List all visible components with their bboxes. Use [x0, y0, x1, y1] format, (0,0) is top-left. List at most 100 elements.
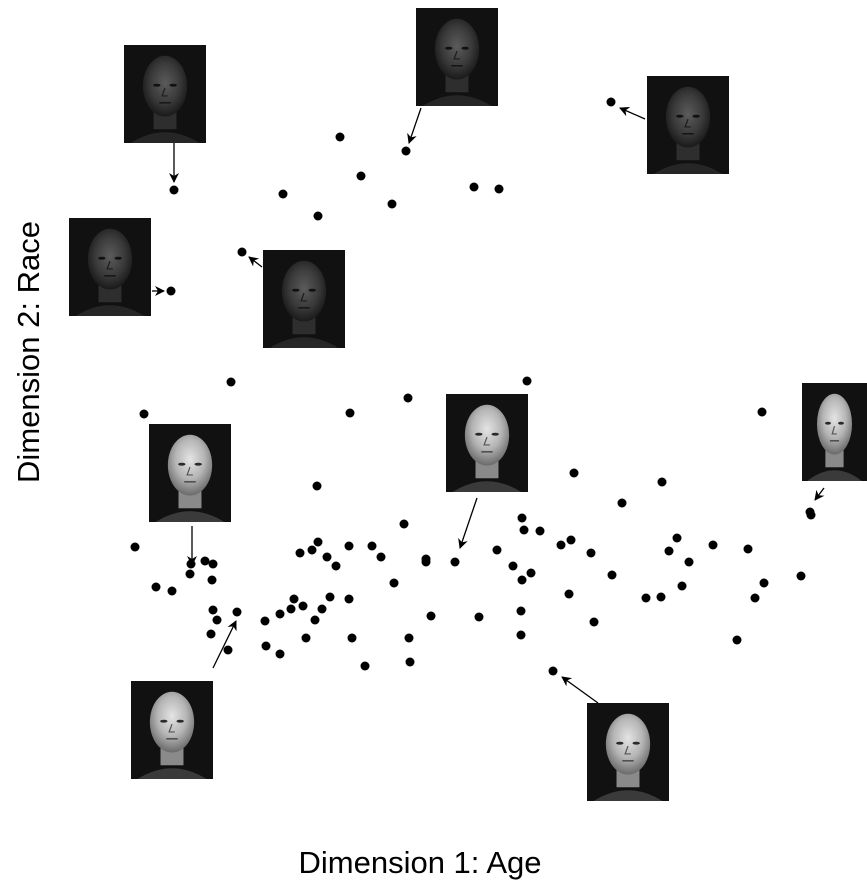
data-point-26 [167, 586, 177, 596]
data-point-23 [208, 559, 218, 569]
data-point-64 [508, 561, 518, 571]
face-light-older-man-right [802, 383, 867, 501]
data-point-46 [275, 609, 285, 619]
data-point-77 [564, 589, 574, 599]
data-point-80 [617, 498, 627, 508]
face-light-young-man [149, 424, 231, 566]
data-point-54 [261, 641, 271, 651]
face-light-young-man-lower-arrow [212, 620, 237, 669]
data-point-25 [151, 582, 161, 592]
face-light-man-mustache [446, 394, 528, 549]
data-point-76 [586, 548, 596, 558]
data-point-60 [405, 657, 415, 667]
data-point-44 [450, 557, 460, 567]
data-point-57 [347, 633, 357, 643]
data-point-40 [399, 519, 409, 529]
data-point-70 [516, 606, 526, 616]
data-point-18 [312, 481, 322, 491]
data-point-72 [548, 666, 558, 676]
data-point-87 [677, 581, 687, 591]
data-point-75 [569, 468, 579, 478]
data-point-32 [295, 548, 305, 558]
data-point-37 [344, 541, 354, 551]
data-point-6 [278, 189, 288, 199]
data-point-41 [389, 578, 399, 588]
data-point-11 [237, 247, 247, 257]
data-point-12 [226, 377, 236, 387]
data-point-21 [185, 569, 195, 579]
face-light-older-man-lower-arrow [561, 676, 599, 704]
face-dark-middle-aged-man-arrow [407, 107, 422, 144]
data-point-85 [672, 533, 682, 543]
data-point-79 [607, 570, 617, 580]
data-point-71 [516, 630, 526, 640]
data-point-13 [139, 409, 149, 419]
data-point-27 [208, 605, 218, 615]
data-point-89 [743, 544, 753, 554]
data-point-38 [367, 541, 377, 551]
data-point-39 [376, 552, 386, 562]
data-point-61 [426, 611, 436, 621]
face-light-young-man-lower [131, 620, 237, 779]
data-point-29 [212, 615, 222, 625]
face-dark-bald-man [248, 250, 345, 348]
data-point-68 [526, 568, 536, 578]
face-dark-young-man [124, 45, 206, 183]
data-point-73 [556, 540, 566, 550]
data-point-45 [260, 616, 270, 626]
data-point-69 [517, 575, 527, 585]
data-point-65 [517, 513, 527, 523]
data-point-34 [313, 537, 323, 547]
data-point-47 [286, 604, 296, 614]
data-point-91 [759, 578, 769, 588]
data-point-30 [206, 629, 216, 639]
data-point-62 [474, 612, 484, 622]
data-point-7 [313, 211, 323, 221]
data-point-3 [401, 146, 411, 156]
data-point-43 [421, 557, 431, 567]
data-point-36 [331, 561, 341, 571]
data-point-1 [166, 286, 176, 296]
x-axis-label: Dimension 1: Age [299, 845, 542, 880]
data-point-86 [684, 557, 694, 567]
data-point-63 [492, 545, 502, 555]
data-point-9 [494, 184, 504, 194]
data-point-67 [535, 526, 545, 536]
face-dark-older-man [619, 76, 729, 174]
data-point-81 [641, 593, 651, 603]
data-point-10 [606, 97, 616, 107]
data-point-52 [325, 592, 335, 602]
data-point-55 [275, 649, 285, 659]
data-point-83 [657, 477, 667, 487]
data-point-31 [223, 645, 233, 655]
data-point-84 [664, 546, 674, 556]
face-dark-middle-aged-man [407, 8, 498, 144]
data-point-8 [469, 182, 479, 192]
data-point-51 [317, 604, 327, 614]
face-annotations [69, 8, 867, 801]
face-light-man-mustache-arrow [458, 497, 478, 549]
data-point-28 [232, 607, 242, 617]
data-point-92 [732, 635, 742, 645]
y-axis-label: Dimension 2: Race [11, 221, 46, 483]
data-point-49 [298, 601, 308, 611]
data-point-24 [207, 575, 217, 585]
data-point-74 [566, 535, 576, 545]
data-point-48 [289, 594, 299, 604]
data-point-50 [310, 615, 320, 625]
data-point-22 [200, 556, 210, 566]
face-light-older-man-right-arrow [814, 487, 825, 501]
face-dark-man-left [69, 218, 165, 316]
data-point-35 [322, 552, 332, 562]
data-point-56 [301, 633, 311, 643]
data-point-59 [404, 633, 414, 643]
face-light-older-man-lower [561, 676, 669, 801]
data-point-0 [169, 185, 179, 195]
data-point-2 [335, 132, 345, 142]
face-dark-bald-man-arrow [248, 256, 263, 268]
data-point-17 [757, 407, 767, 417]
data-point-93 [796, 571, 806, 581]
data-point-66 [519, 525, 529, 535]
data-point-14 [345, 408, 355, 418]
